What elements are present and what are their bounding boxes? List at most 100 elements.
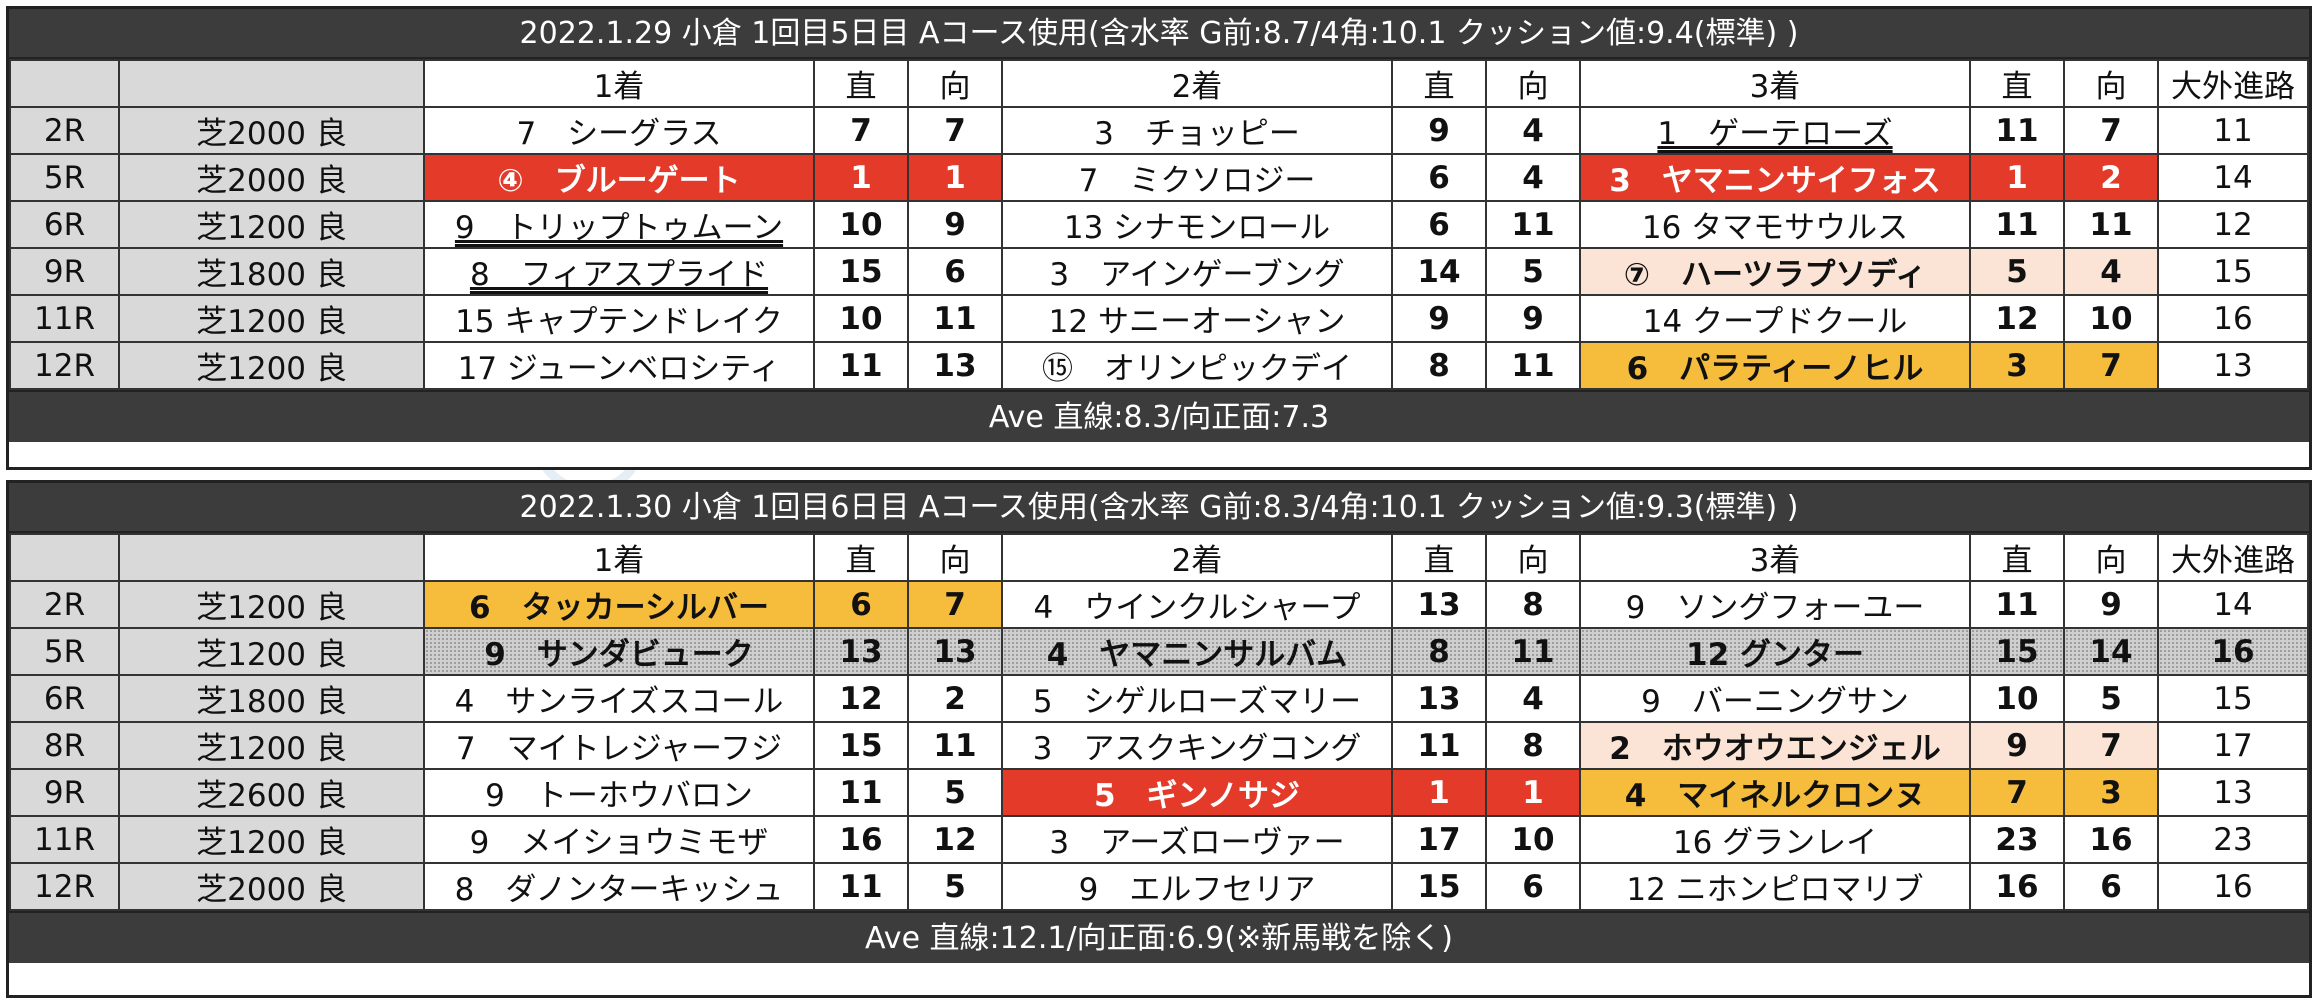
second-straight: 6	[1391, 200, 1487, 249]
second-direction: 8	[1485, 721, 1581, 770]
third-direction: 3	[2063, 768, 2159, 817]
first-horse: 8 ダノンターキッシュ	[423, 862, 815, 911]
first-direction: 12	[907, 815, 1003, 864]
table-row: 5R 芝1200 良 9 サンダビューク 13 13 4 ヤマニンサルバム 8 …	[9, 627, 2309, 676]
second-direction: 11	[1485, 200, 1581, 249]
header-direction: 向	[1485, 533, 1581, 582]
header-row: 1着 直 向 2着 直 向 3着 直 向 大外進路	[9, 59, 2309, 108]
day-title: 2022.1.29 小倉 1回目5日目 Aコース使用(含水率 G前:8.7/4角…	[9, 9, 2309, 59]
header-direction: 向	[1485, 59, 1581, 108]
first-straight: 10	[813, 294, 909, 343]
header-2nd: 2着	[1001, 59, 1393, 108]
results-table: 1着 直 向 2着 直 向 3着 直 向 大外進路 2R 芝2000 良 7 シ…	[9, 59, 2309, 390]
first-direction: 6	[907, 247, 1003, 296]
header-direction: 向	[2063, 533, 2159, 582]
outside-path: 14	[2157, 153, 2309, 202]
third-straight: 12	[1969, 294, 2065, 343]
third-horse: 1 ゲーテローズ	[1579, 106, 1971, 155]
second-straight: 11	[1391, 721, 1487, 770]
race-number: 11R	[9, 815, 120, 864]
average-summary: Ave 直線:8.3/向正面:7.3	[9, 390, 2309, 442]
third-horse: 9 ソングフォーユー	[1579, 580, 1971, 629]
table-row: 6R 芝1800 良 4 サンライズスコール 12 2 5 シゲルローズマリー …	[9, 674, 2309, 723]
third-horse: 12 ニホンピロマリブ	[1579, 862, 1971, 911]
table-row: 12R 芝2000 良 8 ダノンターキッシュ 11 5 9 エルフセリア 15…	[9, 862, 2309, 911]
second-straight: 15	[1391, 862, 1487, 911]
header-straight: 直	[813, 59, 909, 108]
second-direction: 11	[1485, 341, 1581, 390]
outside-path: 15	[2157, 674, 2309, 723]
race-number: 8R	[9, 721, 120, 770]
header-2nd: 2着	[1001, 533, 1393, 582]
second-direction: 6	[1485, 862, 1581, 911]
second-straight: 9	[1391, 294, 1487, 343]
first-direction: 2	[907, 674, 1003, 723]
outside-path: 16	[2157, 862, 2309, 911]
third-direction: 6	[2063, 862, 2159, 911]
table-row: 5R 芝2000 良 ④ ブルーゲート 1 1 7 ミクソロジー 6 4 3 ヤ…	[9, 153, 2309, 202]
first-direction: 13	[907, 341, 1003, 390]
third-direction: 7	[2063, 106, 2159, 155]
second-direction: 5	[1485, 247, 1581, 296]
second-horse: 5 シゲルローズマリー	[1001, 674, 1393, 723]
third-direction: 4	[2063, 247, 2159, 296]
second-horse: 13 シナモンロール	[1001, 200, 1393, 249]
first-straight: 11	[813, 341, 909, 390]
header-straight: 直	[813, 533, 909, 582]
second-direction: 9	[1485, 294, 1581, 343]
third-horse: 16 グランレイ	[1579, 815, 1971, 864]
first-horse: ④ ブルーゲート	[423, 153, 815, 202]
third-straight: 3	[1969, 341, 2065, 390]
third-straight: 16	[1969, 862, 2065, 911]
first-horse: 15 キャプテンドレイク	[423, 294, 815, 343]
second-horse: 5 ギンノサジ	[1001, 768, 1393, 817]
outside-path: 16	[2157, 627, 2309, 676]
table-row: 2R 芝2000 良 7 シーグラス 7 7 3 チョッピー 9 4 1 ゲーテ…	[9, 106, 2309, 155]
first-direction: 7	[907, 580, 1003, 629]
second-straight: 8	[1391, 627, 1487, 676]
third-horse: 9 バーニングサン	[1579, 674, 1971, 723]
course-info: 芝1800 良	[118, 674, 425, 723]
header-1st: 1着	[423, 59, 815, 108]
third-horse: 6 パラティーノヒル	[1579, 341, 1971, 390]
third-straight: 7	[1969, 768, 2065, 817]
third-direction: 5	[2063, 674, 2159, 723]
header-race	[9, 533, 120, 582]
header-course	[118, 59, 425, 108]
first-horse: 17 ジューンベロシティ	[423, 341, 815, 390]
third-direction: 14	[2063, 627, 2159, 676]
outside-path: 23	[2157, 815, 2309, 864]
course-info: 芝2600 良	[118, 768, 425, 817]
second-horse: 3 チョッピー	[1001, 106, 1393, 155]
course-info: 芝2000 良	[118, 106, 425, 155]
second-straight: 17	[1391, 815, 1487, 864]
outside-path: 14	[2157, 580, 2309, 629]
first-straight: 11	[813, 862, 909, 911]
header-row: 1着 直 向 2着 直 向 3着 直 向 大外進路	[9, 533, 2309, 582]
first-direction: 1	[907, 153, 1003, 202]
second-horse: 7 ミクソロジー	[1001, 153, 1393, 202]
third-straight: 11	[1969, 580, 2065, 629]
course-info: 芝1200 良	[118, 341, 425, 390]
average-summary: Ave 直線:12.1/向正面:6.9(※新馬戦を除く)	[9, 911, 2309, 963]
first-direction: 5	[907, 862, 1003, 911]
race-number: 12R	[9, 341, 120, 390]
course-info: 芝1200 良	[118, 294, 425, 343]
table-row: 11R 芝1200 良 9 メイショウミモザ 16 12 3 アーズローヴァー …	[9, 815, 2309, 864]
outside-path: 11	[2157, 106, 2309, 155]
first-direction: 5	[907, 768, 1003, 817]
second-horse: 3 アーズローヴァー	[1001, 815, 1393, 864]
header-outside: 大外進路	[2157, 59, 2309, 108]
course-info: 芝1200 良	[118, 200, 425, 249]
first-horse: 8 フィアスプライド	[423, 247, 815, 296]
first-direction: 9	[907, 200, 1003, 249]
day-block-1: 2022.1.29 小倉 1回目5日目 Aコース使用(含水率 G前:8.7/4角…	[6, 6, 2312, 470]
course-info: 芝1200 良	[118, 580, 425, 629]
second-straight: 8	[1391, 341, 1487, 390]
race-number: 6R	[9, 674, 120, 723]
first-straight: 15	[813, 247, 909, 296]
first-straight: 1	[813, 153, 909, 202]
first-straight: 6	[813, 580, 909, 629]
table-row: 11R 芝1200 良 15 キャプテンドレイク 10 11 12 サニーオーシ…	[9, 294, 2309, 343]
outside-path: 13	[2157, 768, 2309, 817]
